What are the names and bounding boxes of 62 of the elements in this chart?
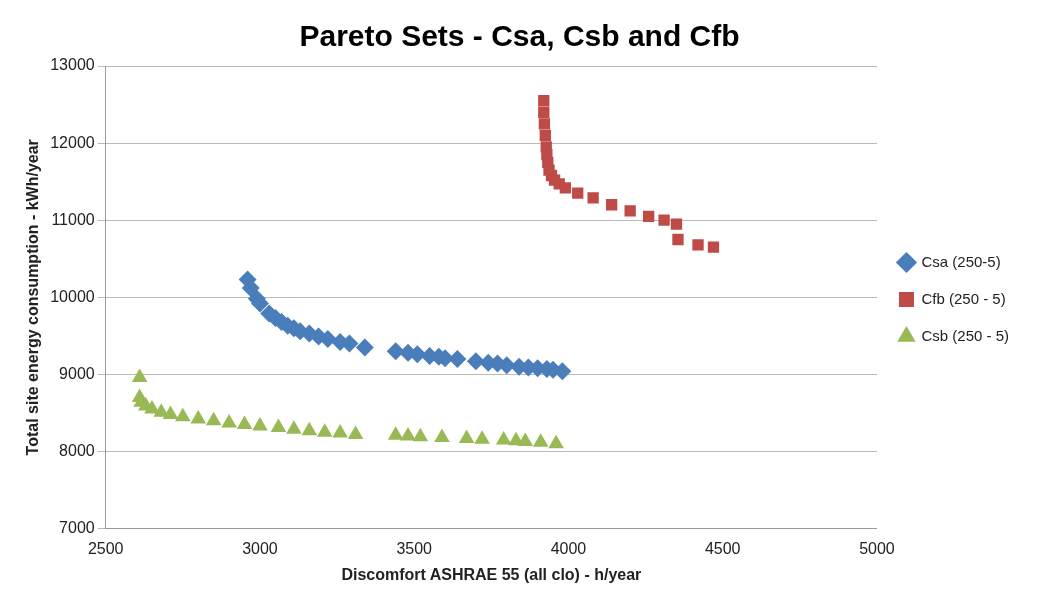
x-tick-label: 3000 bbox=[242, 539, 278, 557]
point bbox=[643, 210, 655, 222]
point bbox=[387, 426, 404, 440]
y-tick-label: 10000 bbox=[50, 287, 95, 305]
point bbox=[205, 411, 222, 426]
point bbox=[517, 432, 534, 446]
point bbox=[448, 349, 467, 368]
chart-title: Pareto Sets - Csa, Csb and Cfb bbox=[299, 19, 740, 53]
point bbox=[270, 418, 287, 433]
point bbox=[434, 428, 450, 443]
y-tick-label: 9000 bbox=[59, 364, 95, 382]
point bbox=[538, 118, 551, 130]
point bbox=[221, 413, 237, 428]
point bbox=[175, 407, 191, 422]
y-tick-label: 13000 bbox=[50, 56, 95, 74]
point bbox=[386, 342, 405, 361]
point bbox=[355, 338, 374, 357]
point bbox=[539, 129, 551, 142]
point bbox=[236, 415, 253, 430]
x-tick-label: 2500 bbox=[87, 539, 124, 557]
point bbox=[538, 106, 550, 118]
point bbox=[538, 95, 550, 107]
x-tick-label: 4500 bbox=[704, 539, 741, 557]
point bbox=[286, 420, 302, 434]
y-tick-label: 12000 bbox=[50, 133, 95, 151]
point bbox=[548, 434, 564, 449]
y-tick-label: 7000 bbox=[59, 519, 95, 537]
point bbox=[131, 368, 148, 382]
point bbox=[707, 241, 720, 253]
point bbox=[412, 427, 429, 442]
y-tick-label: 11000 bbox=[51, 210, 95, 228]
y-axis-title: Total site energy consumption - kWh/year bbox=[24, 139, 42, 456]
point bbox=[162, 405, 179, 419]
point bbox=[670, 218, 683, 230]
x-tick-label: 3500 bbox=[396, 539, 433, 557]
point bbox=[559, 182, 572, 194]
legend-label: Csa (250-5) bbox=[921, 252, 1001, 270]
point bbox=[347, 425, 364, 440]
point bbox=[624, 205, 636, 217]
point bbox=[458, 429, 475, 443]
point bbox=[332, 424, 348, 438]
point bbox=[692, 239, 704, 251]
point bbox=[466, 352, 485, 371]
legend-label: Csb (250 - 5) bbox=[921, 326, 1010, 344]
point bbox=[605, 199, 618, 211]
point bbox=[587, 192, 599, 204]
point bbox=[658, 214, 670, 226]
x-tick-label: 5000 bbox=[859, 539, 895, 557]
x-axis-title: Discomfort ASHRAE 55 (all clo) - h/year bbox=[341, 565, 642, 583]
point bbox=[190, 410, 207, 424]
point bbox=[400, 427, 416, 441]
point bbox=[474, 430, 490, 444]
point bbox=[495, 430, 512, 445]
y-tick-label: 8000 bbox=[59, 441, 95, 459]
point bbox=[252, 417, 268, 431]
point bbox=[316, 423, 333, 437]
legend-label: Cfb (250 - 5) bbox=[921, 289, 1006, 307]
point bbox=[301, 421, 318, 436]
point bbox=[672, 233, 684, 246]
point bbox=[532, 433, 549, 447]
point bbox=[572, 187, 584, 199]
x-tick-label: 4000 bbox=[550, 539, 587, 557]
